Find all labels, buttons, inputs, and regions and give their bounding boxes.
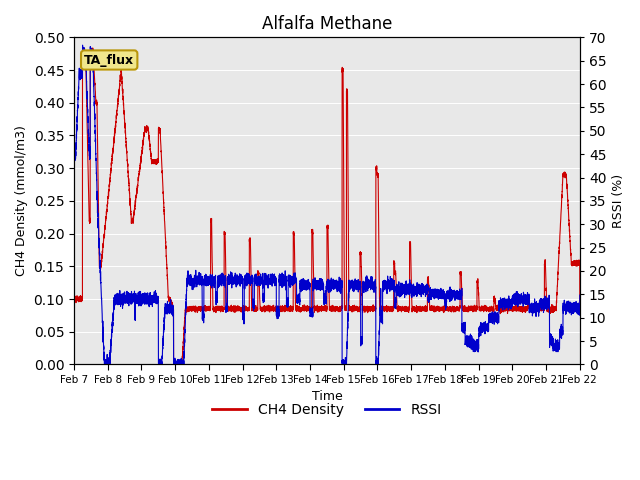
Legend: CH4 Density, RSSI: CH4 Density, RSSI bbox=[207, 398, 447, 423]
X-axis label: Time: Time bbox=[312, 390, 342, 403]
Y-axis label: RSSI (%): RSSI (%) bbox=[612, 174, 625, 228]
Text: TA_flux: TA_flux bbox=[84, 53, 134, 67]
Title: Alfalfa Methane: Alfalfa Methane bbox=[262, 15, 392, 33]
Y-axis label: CH4 Density (mmol/m3): CH4 Density (mmol/m3) bbox=[15, 125, 28, 276]
